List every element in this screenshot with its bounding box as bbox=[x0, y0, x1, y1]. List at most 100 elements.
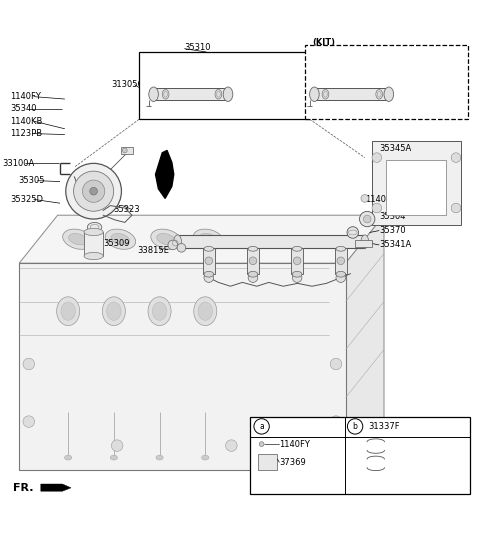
Text: 31337F: 31337F bbox=[369, 422, 400, 431]
Polygon shape bbox=[346, 215, 384, 470]
Circle shape bbox=[248, 273, 258, 282]
Circle shape bbox=[254, 419, 269, 434]
Bar bbox=[250, 417, 470, 494]
Ellipse shape bbox=[361, 235, 369, 248]
Text: 35312F: 35312F bbox=[250, 70, 281, 79]
Ellipse shape bbox=[63, 229, 93, 249]
Ellipse shape bbox=[65, 455, 72, 460]
Circle shape bbox=[363, 215, 371, 223]
Polygon shape bbox=[41, 484, 71, 491]
Circle shape bbox=[204, 273, 214, 282]
Ellipse shape bbox=[162, 90, 169, 99]
Text: 35341A: 35341A bbox=[379, 241, 411, 249]
Text: 35312A: 35312A bbox=[239, 96, 271, 106]
Circle shape bbox=[372, 153, 382, 162]
Text: 31305C: 31305C bbox=[111, 80, 144, 89]
Ellipse shape bbox=[152, 302, 167, 321]
Ellipse shape bbox=[204, 247, 214, 251]
Bar bbox=[178, 235, 365, 248]
Circle shape bbox=[330, 416, 342, 427]
Ellipse shape bbox=[149, 87, 158, 101]
Ellipse shape bbox=[215, 90, 222, 99]
Ellipse shape bbox=[336, 247, 346, 251]
Circle shape bbox=[337, 257, 345, 265]
Circle shape bbox=[330, 358, 342, 370]
Text: 1140KB: 1140KB bbox=[11, 117, 43, 125]
Circle shape bbox=[23, 358, 35, 370]
Bar bbox=[19, 263, 346, 470]
Ellipse shape bbox=[148, 297, 171, 325]
Ellipse shape bbox=[322, 90, 329, 99]
Circle shape bbox=[90, 188, 97, 195]
Text: 35312H: 35312H bbox=[142, 90, 174, 99]
Ellipse shape bbox=[292, 271, 302, 277]
Bar bbox=[154, 88, 228, 100]
Ellipse shape bbox=[57, 297, 80, 325]
Ellipse shape bbox=[310, 87, 319, 101]
Text: 1140FY: 1140FY bbox=[11, 92, 41, 101]
Ellipse shape bbox=[248, 247, 258, 251]
Text: 35345A: 35345A bbox=[379, 145, 411, 153]
Ellipse shape bbox=[193, 229, 224, 249]
Circle shape bbox=[73, 171, 114, 211]
Circle shape bbox=[249, 257, 257, 265]
Circle shape bbox=[372, 203, 382, 213]
Circle shape bbox=[293, 257, 301, 265]
Ellipse shape bbox=[156, 455, 163, 460]
Polygon shape bbox=[156, 151, 174, 198]
Ellipse shape bbox=[110, 455, 118, 460]
Text: 35309: 35309 bbox=[103, 240, 130, 249]
Ellipse shape bbox=[376, 90, 383, 99]
Ellipse shape bbox=[292, 247, 302, 251]
Text: a: a bbox=[259, 422, 264, 431]
Text: 1140FR: 1140FR bbox=[365, 195, 396, 204]
Text: 35370: 35370 bbox=[379, 226, 406, 235]
Text: 1140FY: 1140FY bbox=[279, 440, 310, 449]
Bar bbox=[291, 248, 303, 274]
Ellipse shape bbox=[84, 228, 103, 236]
Ellipse shape bbox=[151, 229, 181, 249]
Ellipse shape bbox=[107, 302, 121, 321]
Polygon shape bbox=[19, 215, 384, 263]
Circle shape bbox=[66, 163, 121, 219]
Circle shape bbox=[177, 243, 186, 252]
Ellipse shape bbox=[204, 271, 214, 277]
Ellipse shape bbox=[198, 302, 213, 321]
Bar bbox=[139, 52, 310, 119]
Ellipse shape bbox=[223, 87, 233, 101]
Circle shape bbox=[226, 440, 237, 451]
Text: 35310: 35310 bbox=[184, 43, 211, 51]
Text: 35312K: 35312K bbox=[335, 57, 367, 66]
Ellipse shape bbox=[156, 234, 176, 245]
Ellipse shape bbox=[105, 229, 136, 249]
Bar bbox=[355, 240, 372, 247]
Bar bbox=[305, 45, 468, 119]
Ellipse shape bbox=[87, 222, 102, 232]
Circle shape bbox=[348, 419, 363, 434]
Bar bbox=[203, 248, 215, 274]
Circle shape bbox=[83, 180, 105, 202]
Circle shape bbox=[361, 195, 369, 202]
Text: 35325D: 35325D bbox=[11, 195, 44, 204]
Circle shape bbox=[360, 211, 375, 227]
Circle shape bbox=[451, 153, 461, 162]
Bar bbox=[335, 248, 347, 274]
Ellipse shape bbox=[111, 234, 130, 245]
Bar bbox=[247, 248, 259, 274]
Circle shape bbox=[111, 440, 123, 451]
Text: FR.: FR. bbox=[13, 483, 34, 493]
Bar bbox=[314, 88, 389, 100]
Text: (KIT): (KIT) bbox=[312, 38, 335, 47]
Text: 35323: 35323 bbox=[113, 205, 139, 214]
Bar bbox=[386, 160, 446, 215]
Text: 35340: 35340 bbox=[11, 104, 37, 113]
Text: 35305: 35305 bbox=[18, 176, 45, 185]
Ellipse shape bbox=[199, 234, 218, 245]
Ellipse shape bbox=[102, 297, 125, 325]
Text: 33100A: 33100A bbox=[2, 159, 35, 168]
Ellipse shape bbox=[248, 271, 258, 277]
Circle shape bbox=[168, 240, 178, 250]
Text: b: b bbox=[353, 422, 358, 431]
Circle shape bbox=[347, 227, 359, 238]
Ellipse shape bbox=[84, 252, 103, 259]
